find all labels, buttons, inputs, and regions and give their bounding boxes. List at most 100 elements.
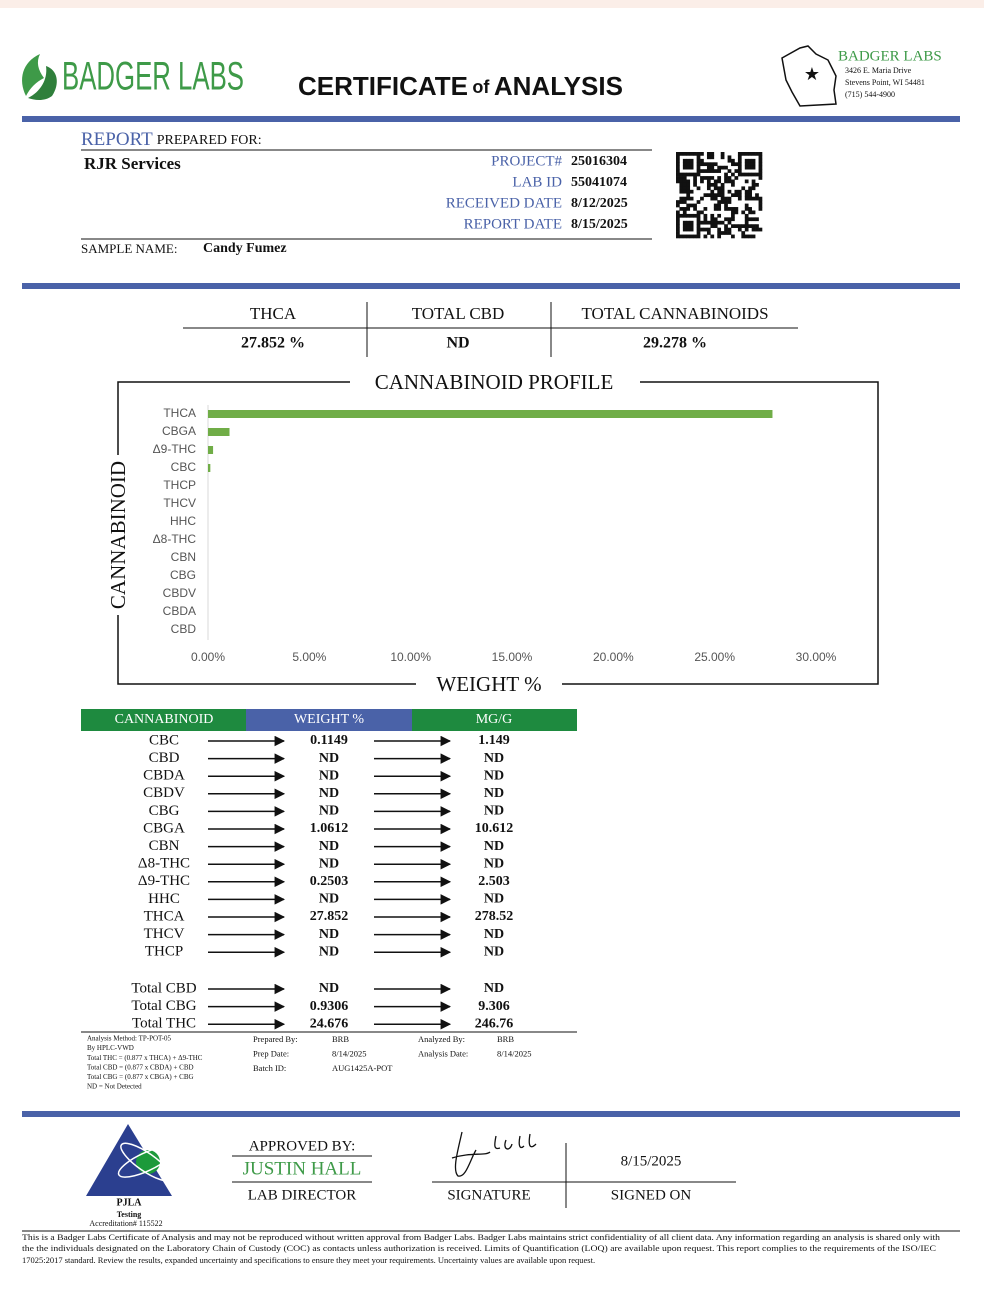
qr-module	[713, 196, 718, 201]
weight: 24.676	[310, 1016, 349, 1031]
qr-module	[717, 200, 722, 204]
qr-module	[744, 203, 749, 208]
qr-module	[703, 227, 708, 232]
qr-module	[710, 217, 715, 222]
qr-module	[737, 227, 742, 232]
qr-module	[737, 152, 742, 156]
document-title: CERTIFICATE of ANALYSIS	[298, 71, 623, 101]
qr-module	[744, 220, 749, 225]
qr-module	[744, 172, 749, 177]
lab-address: Stevens Point, WI 54481	[845, 78, 925, 87]
mg-per-g: 9.306	[478, 999, 510, 1014]
qr-module	[703, 176, 708, 180]
qr-module	[744, 196, 749, 201]
qr-module	[744, 227, 749, 232]
qr-module	[682, 200, 687, 204]
qr-module	[703, 220, 708, 225]
signature	[451, 1131, 537, 1177]
qr-module	[706, 162, 711, 167]
signed-date: 8/15/2025	[621, 1153, 682, 1169]
qr-module	[734, 176, 739, 180]
qr-module	[741, 152, 746, 156]
qr-module	[689, 196, 694, 201]
qr-module	[734, 189, 739, 194]
qr-module	[696, 231, 701, 235]
frame-gap	[350, 372, 640, 394]
qr-module	[731, 172, 735, 177]
qr-module	[689, 203, 694, 208]
qr-module	[741, 186, 746, 191]
qr-module	[676, 200, 680, 204]
summary-value: 27.852 %	[241, 335, 305, 352]
qr-module	[700, 152, 704, 156]
qr-module	[720, 196, 725, 201]
accreditation: Accreditation# 115522	[89, 1219, 162, 1228]
qr-module	[751, 227, 756, 232]
qr-module	[686, 234, 691, 239]
qr-module	[717, 165, 722, 170]
method-note: By HPLC-VWD	[87, 1044, 134, 1052]
qr-module	[679, 179, 684, 184]
qr-module	[744, 179, 749, 184]
qr-module	[731, 234, 735, 239]
qr-module	[727, 176, 732, 180]
qr-module	[682, 172, 687, 177]
qr-module	[676, 158, 680, 163]
qr-module	[731, 224, 735, 228]
role: LAB DIRECTOR	[248, 1187, 356, 1203]
header-cell	[81, 709, 246, 731]
qr-module	[710, 189, 715, 194]
qr-module	[693, 179, 697, 184]
qr-module	[751, 224, 756, 228]
qr-module	[744, 193, 749, 198]
qr-module	[686, 158, 691, 163]
summary-header: TOTAL CANNABINOIDS	[581, 304, 768, 323]
qr-module	[748, 162, 752, 167]
qr-module	[748, 196, 752, 201]
qr-module	[710, 169, 715, 173]
x-tick-label: 10.00%	[390, 650, 431, 664]
top-strip	[0, 0, 984, 8]
qr-module	[676, 165, 680, 170]
qr-module	[724, 179, 728, 184]
field-value: 25016304	[571, 154, 627, 169]
qr-module	[731, 179, 735, 184]
qr-module	[682, 189, 687, 194]
qr-module	[676, 224, 680, 228]
qr-module	[713, 162, 718, 167]
qr-module	[686, 193, 691, 198]
prep-value: 8/14/2025	[332, 1048, 366, 1058]
qr-module	[679, 234, 684, 239]
qr-module	[758, 203, 763, 208]
qr-module	[706, 165, 711, 170]
mg-per-g: ND	[484, 927, 504, 942]
qr-module	[724, 207, 728, 211]
qr-module	[676, 179, 680, 184]
qr-module	[731, 182, 735, 187]
summary: THCA 27.852 % TOTAL CBD ND TOTAL CANNABINOID…	[241, 304, 769, 352]
y-tick-label: Δ8-THC	[153, 532, 197, 546]
qr-module	[720, 200, 725, 204]
qr-module	[693, 172, 697, 177]
qr-module	[748, 186, 752, 191]
y-tick-label: CBDV	[163, 586, 196, 600]
qr-module	[724, 165, 728, 170]
y-tick-label: CBDA	[163, 604, 196, 618]
qr-module	[744, 217, 749, 222]
mg-per-g: ND	[484, 892, 504, 907]
chart: 0.00% 5.00% 10.00% 15.00% 20.00% 25.00% 30.00%…	[153, 405, 837, 664]
qr-module	[755, 193, 759, 198]
qr-module	[758, 152, 763, 156]
weight: ND	[319, 981, 339, 996]
qr-module	[706, 155, 711, 160]
y-tick-label: THCV	[163, 496, 196, 510]
cannabinoid: CBG	[149, 803, 180, 819]
qr-module	[686, 189, 691, 194]
mg-per-g: 246.76	[475, 1016, 514, 1031]
qr-module	[682, 165, 687, 170]
qr-module	[679, 189, 684, 194]
qr-module	[689, 165, 694, 170]
y-tick-label: Δ9-THC	[153, 442, 197, 456]
qr-module	[748, 193, 752, 198]
qr-module	[693, 207, 697, 211]
